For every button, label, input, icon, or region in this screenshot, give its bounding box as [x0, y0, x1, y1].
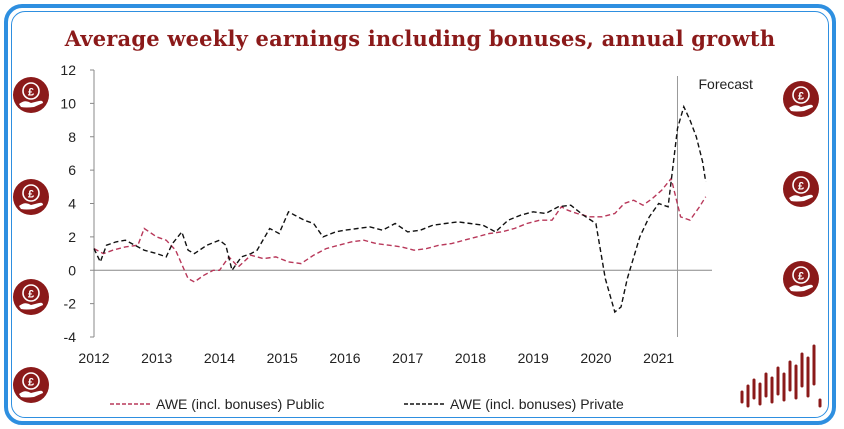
pound-hand-icon: £	[13, 367, 49, 403]
x-tick-label: 2020	[580, 350, 611, 366]
svg-text:£: £	[798, 181, 804, 193]
svg-text:£: £	[28, 289, 34, 301]
frame-inner-border	[11, 11, 829, 418]
svg-text:£: £	[798, 91, 804, 103]
forecast-annotation: Forecast	[698, 76, 753, 92]
x-tick-label: 2021	[643, 350, 674, 366]
pound-hand-icon: £	[783, 81, 819, 117]
x-tick-label: 2017	[392, 350, 423, 366]
pound-hand-icon: £	[13, 279, 49, 315]
x-tick-label: 2014	[204, 350, 235, 366]
x-tick-label: 2019	[518, 350, 549, 366]
svg-text:£: £	[28, 377, 34, 389]
y-tick-label: 4	[68, 196, 76, 212]
svg-text:£: £	[798, 271, 804, 283]
pound-hand-icon: £	[13, 179, 49, 215]
y-tick-label: 8	[68, 129, 76, 145]
y-tick-label: 0	[68, 262, 76, 278]
pound-hand-icon: £	[783, 261, 819, 297]
legend-label: AWE (incl. bonuses) Private	[450, 396, 624, 412]
x-tick-label: 2016	[329, 350, 360, 366]
y-tick-label: 6	[68, 162, 76, 178]
pound-hand-icon: £	[13, 77, 49, 113]
chart-frame: Average weekly earnings including bonuse…	[4, 4, 836, 425]
y-tick-label: -4	[64, 329, 77, 345]
x-tick-label: 2015	[267, 350, 298, 366]
x-tick-label: 2018	[455, 350, 486, 366]
chart-legend: AWE (incl. bonuses) Public AWE (incl. bon…	[110, 396, 624, 412]
svg-text:£: £	[28, 189, 34, 201]
chart-title: Average weekly earnings including bonuse…	[64, 26, 776, 51]
x-tick-label: 2013	[141, 350, 172, 366]
series-line-private	[93, 104, 707, 314]
legend-label: AWE (incl. bonuses) Public	[156, 396, 324, 412]
svg-text:£: £	[28, 87, 34, 99]
y-tick-label: 2	[68, 229, 76, 245]
x-tick-label: 2012	[78, 350, 109, 366]
bar-chart-icon	[740, 344, 822, 408]
series-layer	[93, 104, 707, 314]
y-tick-label: 10	[60, 95, 76, 111]
series-line-public	[93, 176, 707, 283]
y-tick-label: 12	[60, 62, 76, 78]
y-tick-label: -2	[64, 296, 77, 312]
pound-hand-icon: £	[783, 171, 819, 207]
